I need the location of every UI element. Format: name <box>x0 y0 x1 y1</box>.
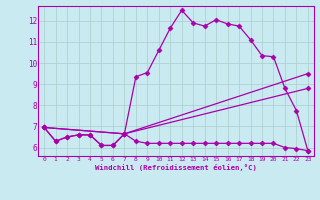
X-axis label: Windchill (Refroidissement éolien,°C): Windchill (Refroidissement éolien,°C) <box>95 164 257 171</box>
